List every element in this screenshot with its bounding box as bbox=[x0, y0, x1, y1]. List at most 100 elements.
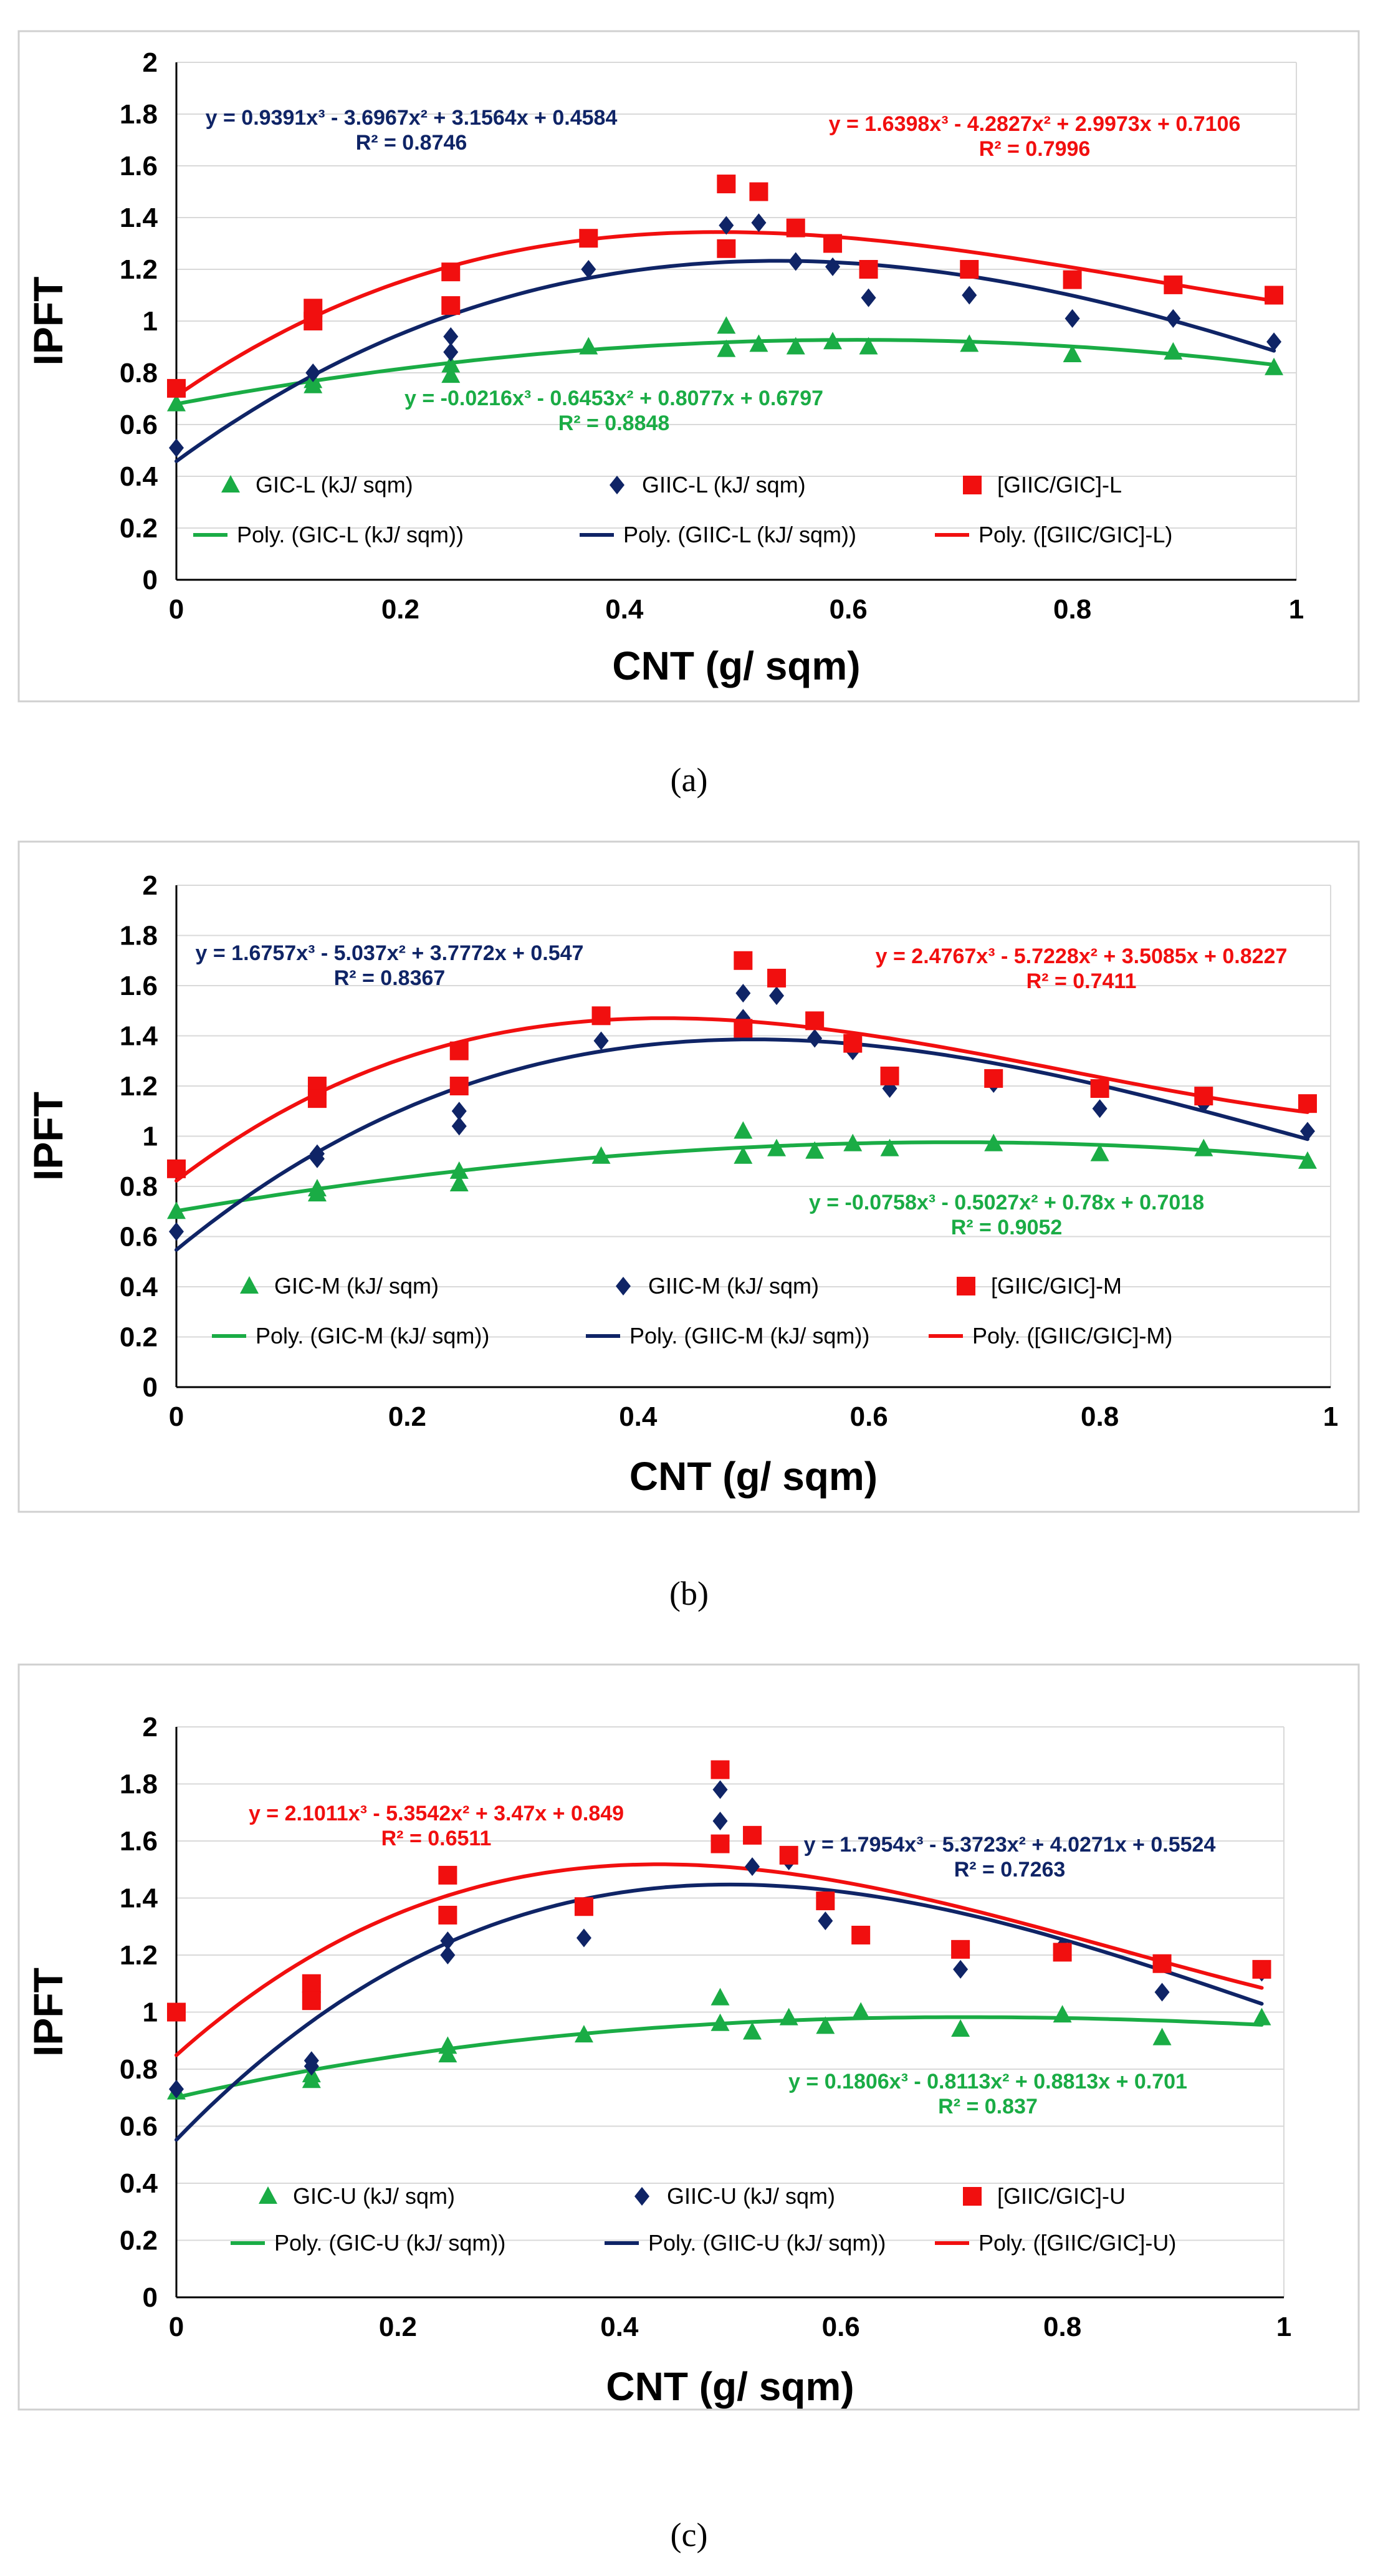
legend-marker-giic bbox=[616, 1277, 631, 1295]
y-tick-label: 0.8 bbox=[120, 2054, 158, 2085]
data-point-ratio bbox=[449, 1041, 469, 1060]
legend-marker-ratio bbox=[957, 1277, 975, 1295]
y-tick-label: 1.4 bbox=[120, 1021, 158, 1052]
data-point-giic bbox=[735, 984, 751, 1003]
data-point-ratio bbox=[579, 229, 598, 248]
x-tick-label: 0.4 bbox=[600, 2312, 639, 2342]
y-tick-label: 2 bbox=[143, 47, 158, 78]
data-point-ratio bbox=[711, 1834, 730, 1853]
trendline-r2-ratio: R² = 0.6511 bbox=[381, 1827, 492, 1850]
data-point-ratio bbox=[960, 260, 979, 279]
data-point-ratio bbox=[880, 1066, 899, 1085]
data-point-ratio bbox=[441, 296, 461, 315]
data-point-gic bbox=[786, 337, 805, 355]
legend-marker-ratio bbox=[963, 476, 982, 494]
data-point-giic bbox=[576, 1928, 591, 1948]
data-point-giic bbox=[440, 1946, 456, 1964]
data-point-giic bbox=[818, 1911, 833, 1931]
data-point-ratio bbox=[441, 262, 461, 282]
data-point-ratio bbox=[734, 951, 753, 970]
data-point-giic bbox=[451, 1102, 467, 1121]
x-tick-label: 0 bbox=[169, 2312, 184, 2342]
legend-marker-gic bbox=[221, 475, 240, 493]
x-tick-label: 0.6 bbox=[830, 594, 868, 625]
x-tick-label: 0.6 bbox=[850, 1401, 888, 1432]
trendline-ratio bbox=[175, 1862, 1264, 2057]
data-point-gic bbox=[779, 2007, 798, 2026]
data-point-giic bbox=[1266, 332, 1282, 352]
data-point-ratio bbox=[816, 1891, 835, 1911]
trendline-equation-ratio: y = 1.6398x³ - 4.2827x² + 2.9973x + 0.71… bbox=[829, 112, 1241, 136]
y-tick-label: 0 bbox=[143, 2282, 158, 2313]
legend-marker-giic bbox=[634, 2187, 649, 2206]
data-point-giic bbox=[1165, 309, 1181, 328]
legend-label-trendline: Poly. ([GIIC/GIC]-U) bbox=[978, 2230, 1176, 2256]
data-point-ratio bbox=[823, 234, 843, 253]
data-point-ratio bbox=[1298, 1094, 1317, 1113]
trendline-r2-gic: R² = 0.837 bbox=[938, 2095, 1038, 2118]
y-tick-label: 1.8 bbox=[120, 921, 158, 951]
x-tick-label: 0.8 bbox=[1081, 1401, 1119, 1432]
legend-label-trendline: Poly. (GIIC-U (kJ/ sqm)) bbox=[648, 2230, 886, 2256]
data-point-gic bbox=[1194, 1138, 1213, 1156]
data-point-giic bbox=[304, 2057, 319, 2076]
data-point-giic bbox=[745, 1857, 760, 1877]
data-point-ratio bbox=[1063, 270, 1082, 289]
x-axis-title: CNT (g/ sqm) bbox=[629, 1454, 878, 1499]
y-tick-label: 1.6 bbox=[120, 1826, 158, 1857]
data-point-gic bbox=[449, 1161, 469, 1179]
x-tick-label: 0.4 bbox=[619, 1401, 658, 1432]
data-point-giic bbox=[719, 216, 734, 235]
data-point-gic bbox=[951, 2019, 970, 2037]
data-point-giic bbox=[305, 363, 321, 382]
data-point-gic bbox=[1053, 2005, 1072, 2023]
legend-label-trendline: Poly. (GIC-M (kJ/ sqm)) bbox=[256, 1323, 489, 1348]
data-point-gic bbox=[441, 365, 461, 383]
y-tick-label: 0.8 bbox=[120, 358, 158, 388]
data-point-gic bbox=[579, 337, 598, 355]
data-point-ratio bbox=[302, 1991, 321, 2011]
data-point-gic bbox=[711, 2013, 730, 2031]
trendline-equation-gic: y = 0.1806x³ - 0.8113x² + 0.8813x + 0.70… bbox=[788, 2070, 1187, 2093]
data-point-giic bbox=[169, 438, 184, 458]
data-point-ratio bbox=[805, 1011, 825, 1031]
data-point-gic bbox=[767, 1138, 787, 1156]
y-tick-label: 0.6 bbox=[120, 2112, 158, 2142]
y-tick-label: 1.6 bbox=[120, 151, 158, 181]
data-point-giic bbox=[1299, 1122, 1315, 1141]
legend-marker-gic bbox=[259, 2186, 277, 2204]
chart-b: 0 0.2 0.4 0.6 0.8 1 1.2 1.4 1.6 1.8 2 0 0.2 0.4 0.6 0.8… bbox=[17, 840, 1360, 1513]
data-point-giic bbox=[962, 286, 977, 305]
legend-label-series: [GIIC/GIC]-L bbox=[997, 472, 1122, 497]
data-point-gic bbox=[960, 334, 979, 352]
data-point-giic bbox=[788, 252, 803, 271]
trendline-equation-giic: y = 1.7954x³ - 5.3723x² + 4.0271x + 0.55… bbox=[804, 1833, 1216, 1857]
data-point-gic bbox=[711, 1987, 730, 2006]
data-point-ratio bbox=[438, 1905, 457, 1925]
legend-label-trendline: Poly. (GIC-L (kJ/ sqm)) bbox=[237, 522, 464, 547]
data-point-ratio bbox=[1090, 1079, 1109, 1098]
data-point-giic bbox=[440, 1931, 456, 1951]
y-tick-label: 1.2 bbox=[120, 1940, 158, 1971]
data-point-gic bbox=[805, 1141, 825, 1159]
y-tick-label: 1 bbox=[143, 1122, 158, 1152]
y-tick-label: 0.4 bbox=[120, 2168, 158, 2199]
data-point-ratio bbox=[767, 968, 787, 988]
y-tick-label: 1.4 bbox=[120, 1883, 158, 1914]
data-point-ratio bbox=[843, 1034, 863, 1053]
trendline-r2-ratio: R² = 0.7996 bbox=[979, 137, 1091, 161]
trendline-r2-gic: R² = 0.9052 bbox=[951, 1216, 1063, 1239]
y-tick-label: 2 bbox=[143, 1712, 158, 1742]
x-tick-label: 0 bbox=[169, 594, 184, 625]
chart-frame bbox=[17, 30, 1360, 703]
y-tick-label: 1.4 bbox=[120, 203, 158, 233]
y-tick-label: 0 bbox=[143, 565, 158, 595]
data-point-ratio bbox=[1164, 275, 1183, 294]
data-point-ratio bbox=[711, 1760, 730, 1779]
data-point-giic bbox=[593, 1031, 609, 1050]
y-tick-label: 2 bbox=[143, 870, 158, 901]
y-tick-label: 0.2 bbox=[120, 513, 158, 544]
y-tick-label: 0.6 bbox=[120, 1222, 158, 1252]
trendline-r2-gic: R² = 0.8848 bbox=[558, 411, 670, 435]
data-point-ratio bbox=[591, 1006, 611, 1026]
